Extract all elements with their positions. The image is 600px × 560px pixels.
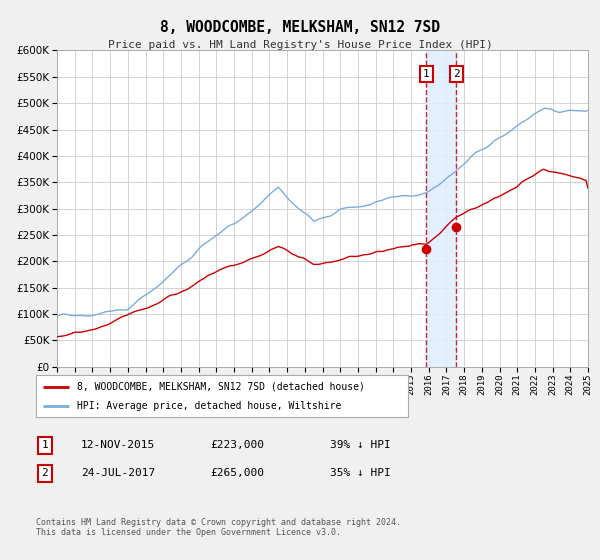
Bar (427, 50, 457, 367)
Text: 1: 1 (41, 440, 49, 450)
Text: 8, WOODCOMBE, MELKSHAM, SN12 7SD (detached house): 8, WOODCOMBE, MELKSHAM, SN12 7SD (detach… (77, 381, 365, 391)
Text: £265,000: £265,000 (210, 468, 264, 478)
Text: 12-NOV-2015: 12-NOV-2015 (81, 440, 155, 450)
Text: £223,000: £223,000 (210, 440, 264, 450)
Text: 2: 2 (41, 468, 49, 478)
Text: HPI: Average price, detached house, Wiltshire: HPI: Average price, detached house, Wilt… (77, 401, 341, 411)
Text: 39% ↓ HPI: 39% ↓ HPI (330, 440, 391, 450)
Text: Price paid vs. HM Land Registry's House Price Index (HPI): Price paid vs. HM Land Registry's House … (107, 40, 493, 50)
Text: 2: 2 (453, 69, 460, 79)
Text: 8, WOODCOMBE, MELKSHAM, SN12 7SD: 8, WOODCOMBE, MELKSHAM, SN12 7SD (160, 20, 440, 35)
Text: 35% ↓ HPI: 35% ↓ HPI (330, 468, 391, 478)
Text: 24-JUL-2017: 24-JUL-2017 (81, 468, 155, 478)
Text: 1: 1 (423, 69, 430, 79)
Text: Contains HM Land Registry data © Crown copyright and database right 2024.
This d: Contains HM Land Registry data © Crown c… (36, 518, 401, 538)
